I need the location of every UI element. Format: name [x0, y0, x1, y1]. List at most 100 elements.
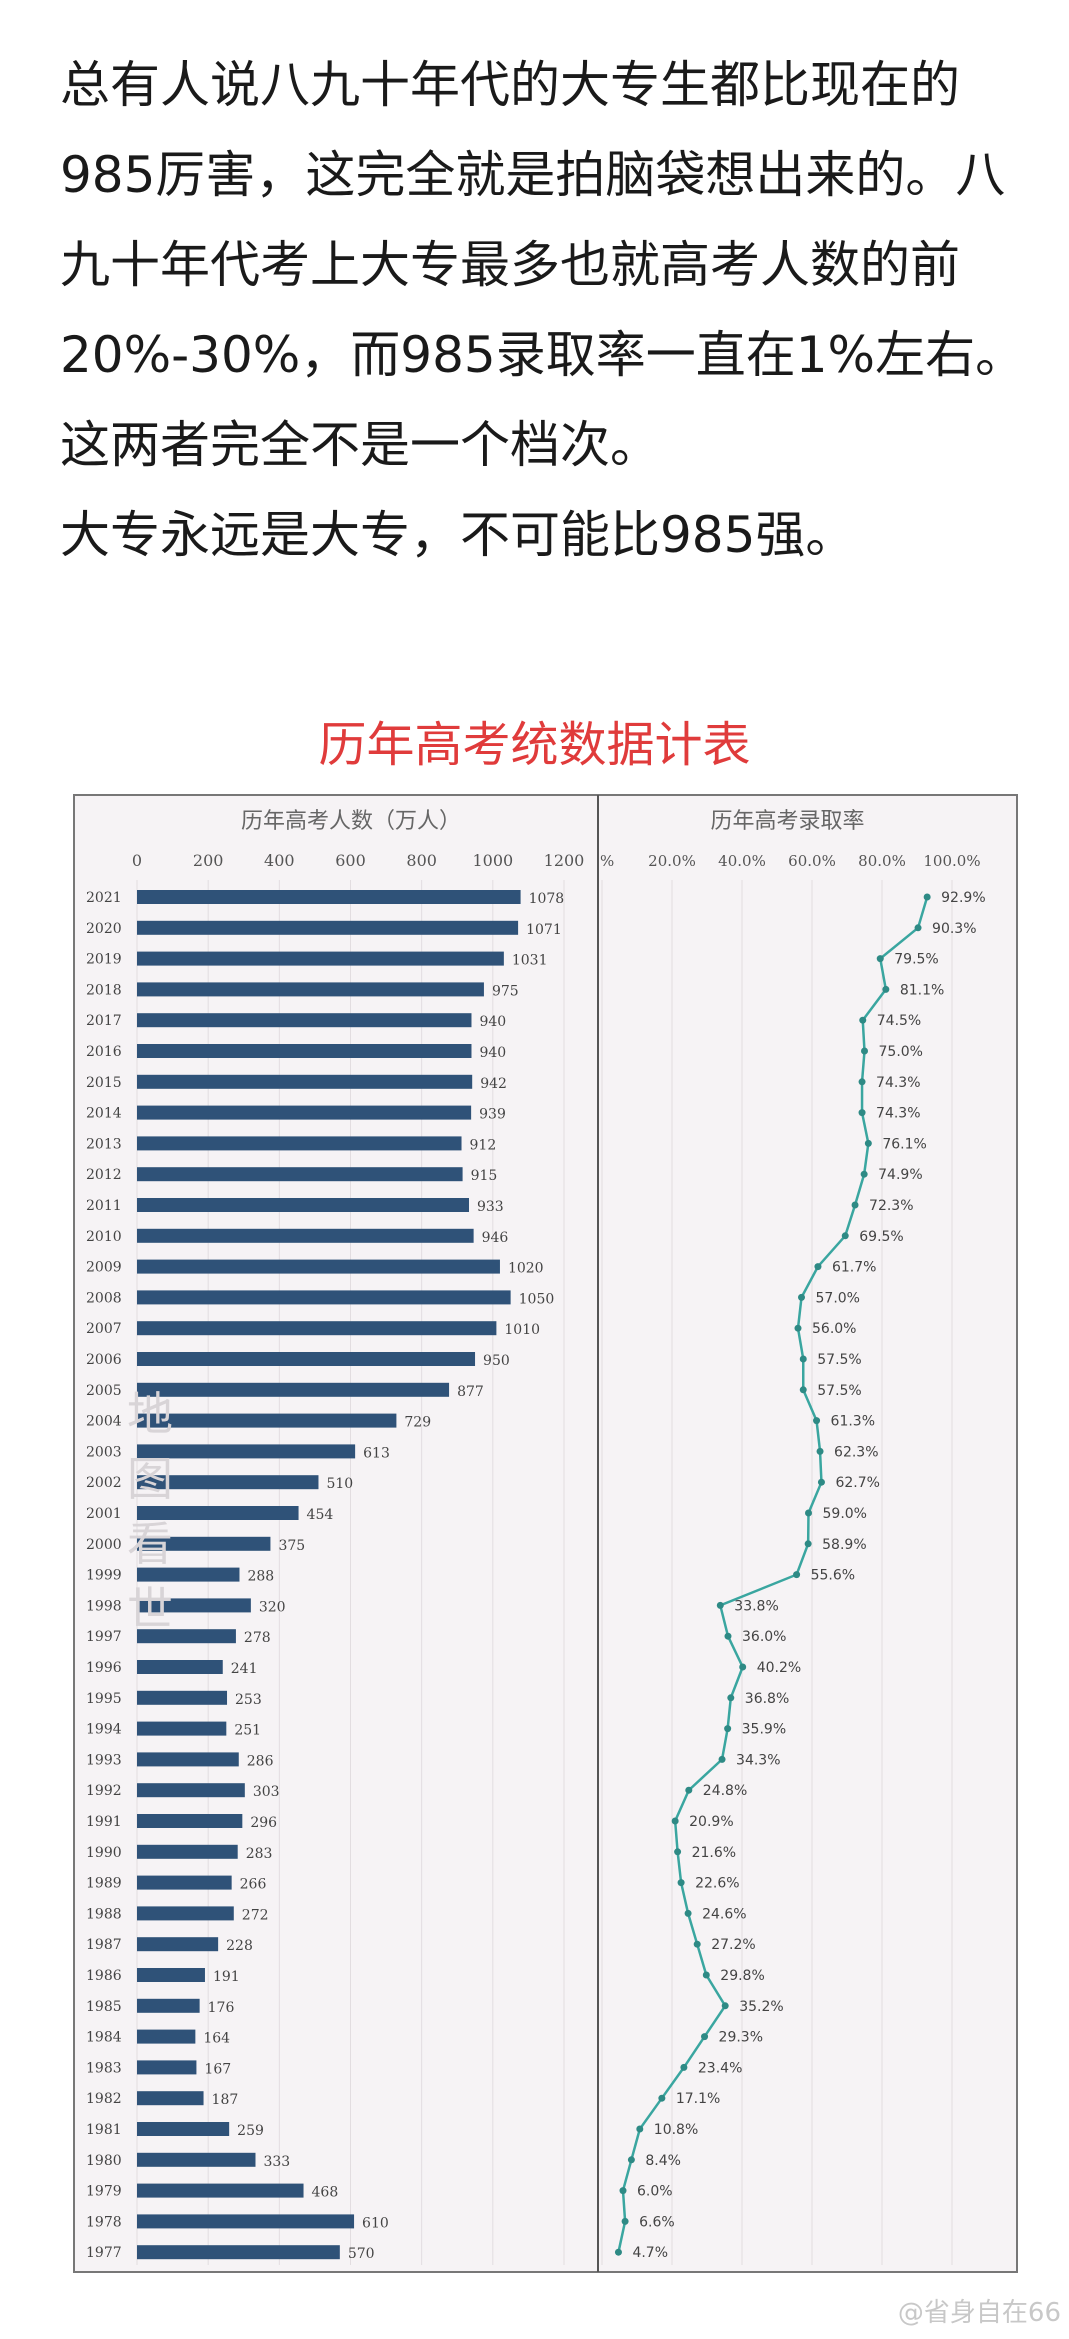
bar-category-label: 2009 — [86, 1260, 122, 1276]
rate-point — [721, 2002, 729, 2010]
rate-data-label: 29.8% — [720, 1968, 764, 1984]
rate-data-label: 75.0% — [879, 1044, 923, 1060]
rate-data-label: 79.5% — [894, 952, 938, 968]
chart-frame — [73, 794, 1018, 2273]
rate-data-label: 6.6% — [639, 2214, 675, 2230]
bar-data-label: 729 — [404, 1415, 431, 1431]
bar-x-tick-label: 800 — [406, 851, 437, 870]
bar-category-label: 2006 — [86, 1352, 122, 1368]
rate-point — [716, 1601, 724, 1609]
figure-title: 历年高考统数据计表 — [318, 717, 751, 773]
bar-data-label: 1078 — [529, 891, 565, 907]
bar-data-label: 1071 — [526, 922, 562, 938]
bar-data-label: 877 — [457, 1384, 484, 1400]
bar — [137, 1044, 472, 1058]
bar-data-label: 933 — [477, 1199, 504, 1215]
bar-data-label: 570 — [348, 2246, 375, 2262]
bar — [137, 890, 521, 904]
post-text: 总有人说八九十年代的大专生都比现在的985厉害，这完全就是拍脑袋想出来的。八九十… — [60, 40, 1040, 580]
rate-point — [621, 2217, 629, 2225]
line-x-tick-label: 40.0% — [718, 852, 766, 870]
bar — [137, 1721, 227, 1736]
bar-category-label: 1978 — [86, 2214, 122, 2230]
bar-data-label: 950 — [483, 1353, 510, 1369]
rate-point — [841, 1232, 849, 1240]
rate-data-label: 59.0% — [823, 1506, 867, 1522]
rate-point — [882, 985, 890, 993]
bar-data-label: 375 — [278, 1538, 305, 1554]
bar-category-label: 1986 — [86, 1968, 122, 1984]
bar-data-label: 940 — [479, 1014, 506, 1030]
rate-data-label: 62.7% — [835, 1475, 879, 1491]
rate-point — [671, 1817, 679, 1825]
rate-data-label: 72.3% — [869, 1198, 913, 1214]
rate-data-label: 90.3% — [932, 921, 976, 937]
bar-category-label: 1994 — [86, 1722, 122, 1738]
rate-point — [718, 1755, 726, 1763]
rate-point — [851, 1201, 859, 1209]
rate-point — [636, 2125, 644, 2133]
bar-category-label: 1992 — [86, 1783, 122, 1799]
bar-category-label: 2003 — [86, 1444, 122, 1460]
bar-category-label: 1990 — [86, 1845, 122, 1861]
line-x-tick-label: 80.0% — [858, 852, 906, 870]
bar-data-label: 283 — [246, 1846, 273, 1862]
bar — [137, 1629, 236, 1644]
rate-point — [739, 1663, 747, 1671]
bar-data-label: 975 — [492, 983, 519, 999]
bar-data-label: 468 — [312, 2185, 339, 2201]
bar — [137, 1783, 245, 1798]
rate-data-label: 40.2% — [757, 1660, 801, 1676]
rate-data-label: 69.5% — [859, 1229, 903, 1245]
rate-point — [859, 1016, 867, 1024]
rate-data-label: 17.1% — [676, 2091, 720, 2107]
bar-category-label: 2014 — [86, 1106, 122, 1122]
bar — [137, 1844, 238, 1859]
bar — [137, 1382, 450, 1397]
rate-point — [814, 1263, 822, 1271]
bar-data-label: 259 — [237, 2123, 264, 2139]
bar-data-label: 164 — [203, 2031, 230, 2047]
bar-category-label: 2012 — [86, 1167, 122, 1183]
bar-category-label: 1991 — [86, 1814, 122, 1830]
bar-category-label: 1982 — [86, 2091, 122, 2107]
bar — [137, 1352, 476, 1366]
bar — [137, 1413, 397, 1428]
bar — [137, 2245, 340, 2260]
bar-category-label: 1981 — [86, 2122, 122, 2138]
bar-data-label: 286 — [247, 1753, 274, 1769]
rate-data-label: 20.9% — [689, 1814, 733, 1830]
rate-data-label: 76.1% — [882, 1136, 926, 1152]
rate-data-label: 81.1% — [900, 982, 944, 998]
bar — [137, 1660, 223, 1674]
bar-data-label: 454 — [307, 1507, 334, 1523]
bar-data-label: 613 — [363, 1445, 390, 1461]
bar-category-label: 2008 — [86, 1290, 122, 1306]
bar-category-label: 1993 — [86, 1752, 122, 1768]
bar-x-tick-label: 400 — [264, 851, 295, 870]
bar-data-label: 187 — [212, 2092, 239, 2108]
bar-category-label: 2020 — [86, 921, 122, 937]
bar — [137, 1752, 239, 1767]
rate-point — [858, 1109, 866, 1117]
bar-category-label: 2011 — [86, 1198, 122, 1214]
bar-category-label: 1999 — [86, 1568, 122, 1584]
bar-category-label: 2017 — [86, 1013, 122, 1029]
bar-chart-title: 历年高考人数（万人） — [241, 809, 461, 834]
bar-category-label: 2018 — [86, 982, 122, 998]
rate-data-label: 35.9% — [742, 1722, 786, 1738]
post-paragraph: 大专永远是大专，不可能比985强。 — [60, 506, 856, 564]
bar — [137, 1074, 473, 1089]
rate-data-label: 74.5% — [877, 1013, 921, 1029]
rate-data-label: 35.2% — [739, 1999, 783, 2015]
bar — [137, 1536, 271, 1551]
line-x-tick-label: 20.0% — [648, 852, 696, 870]
bar — [137, 1167, 463, 1182]
bar-category-label: 2021 — [86, 890, 122, 906]
bar — [137, 1998, 200, 2013]
rate-point — [702, 1971, 710, 1979]
rate-point — [677, 1879, 685, 1887]
rate-data-label: 61.7% — [832, 1260, 876, 1276]
rate-point — [658, 2094, 666, 2102]
